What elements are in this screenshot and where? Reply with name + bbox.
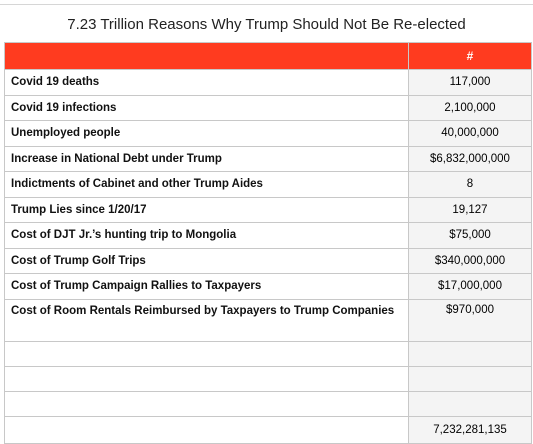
table-row: Covid 19 infections 2,100,000 xyxy=(4,94,532,121)
row-value[interactable]: $6,832,000,000 xyxy=(408,145,532,172)
empty-row xyxy=(4,390,532,417)
top-divider xyxy=(0,4,533,5)
row-label[interactable]: Trump Lies since 1/20/17 xyxy=(4,196,409,223)
table-row: Cost of Trump Campaign Rallies to Taxpay… xyxy=(4,273,532,300)
row-label[interactable]: Indictments of Cabinet and other Trump A… xyxy=(4,171,409,198)
total-value[interactable]: 7,232,281,135 xyxy=(408,415,532,444)
table-row: Indictments of Cabinet and other Trump A… xyxy=(4,171,532,198)
empty-row xyxy=(4,365,532,392)
table-row: Increase in National Debt under Trump $6… xyxy=(4,145,532,172)
empty-cell[interactable] xyxy=(408,340,532,367)
header-row: # xyxy=(4,42,532,70)
header-label-cell[interactable] xyxy=(4,42,409,70)
empty-cell[interactable] xyxy=(408,365,532,392)
empty-cell[interactable] xyxy=(408,390,532,417)
row-value[interactable]: $970,000 xyxy=(408,298,532,342)
table-row: Cost of Room Rentals Reimbursed by Taxpa… xyxy=(4,298,532,342)
row-label[interactable]: Covid 19 deaths xyxy=(4,69,409,96)
empty-cell[interactable] xyxy=(4,390,409,417)
table-row: Unemployed people 40,000,000 xyxy=(4,120,532,147)
row-label[interactable]: Cost of Room Rentals Reimbursed by Taxpa… xyxy=(4,298,409,342)
row-label[interactable]: Unemployed people xyxy=(4,120,409,147)
row-value[interactable]: 117,000 xyxy=(408,69,532,96)
table-row: Cost of Trump Golf Trips $340,000,000 xyxy=(4,247,532,274)
row-label[interactable]: Increase in National Debt under Trump xyxy=(4,145,409,172)
total-label-cell[interactable] xyxy=(4,415,409,444)
row-label[interactable]: Cost of DJT Jr.’s hunting trip to Mongol… xyxy=(4,222,409,249)
table-row: Cost of DJT Jr.’s hunting trip to Mongol… xyxy=(4,222,532,249)
row-value[interactable]: $17,000,000 xyxy=(408,273,532,300)
sheet-title: 7.23 Trillion Reasons Why Trump Should N… xyxy=(67,16,466,33)
row-label[interactable]: Cost of Trump Campaign Rallies to Taxpay… xyxy=(4,273,409,300)
header-count-cell[interactable]: # xyxy=(408,42,532,70)
row-value[interactable]: $340,000,000 xyxy=(408,247,532,274)
empty-cell[interactable] xyxy=(4,365,409,392)
row-value[interactable]: 40,000,000 xyxy=(408,120,532,147)
row-label[interactable]: Covid 19 infections xyxy=(4,94,409,121)
row-label[interactable]: Cost of Trump Golf Trips xyxy=(4,247,409,274)
row-value[interactable]: 19,127 xyxy=(408,196,532,223)
data-table: # Covid 19 deaths 117,000 Covid 19 infec… xyxy=(4,42,532,444)
row-value[interactable]: 2,100,000 xyxy=(408,94,532,121)
table-row: Covid 19 deaths 117,000 xyxy=(4,69,532,96)
row-value[interactable]: $75,000 xyxy=(408,222,532,249)
table-row: Trump Lies since 1/20/17 19,127 xyxy=(4,196,532,223)
empty-cell[interactable] xyxy=(4,340,409,367)
row-value[interactable]: 8 xyxy=(408,171,532,198)
empty-row xyxy=(4,340,532,367)
total-row: 7,232,281,135 xyxy=(4,415,532,444)
